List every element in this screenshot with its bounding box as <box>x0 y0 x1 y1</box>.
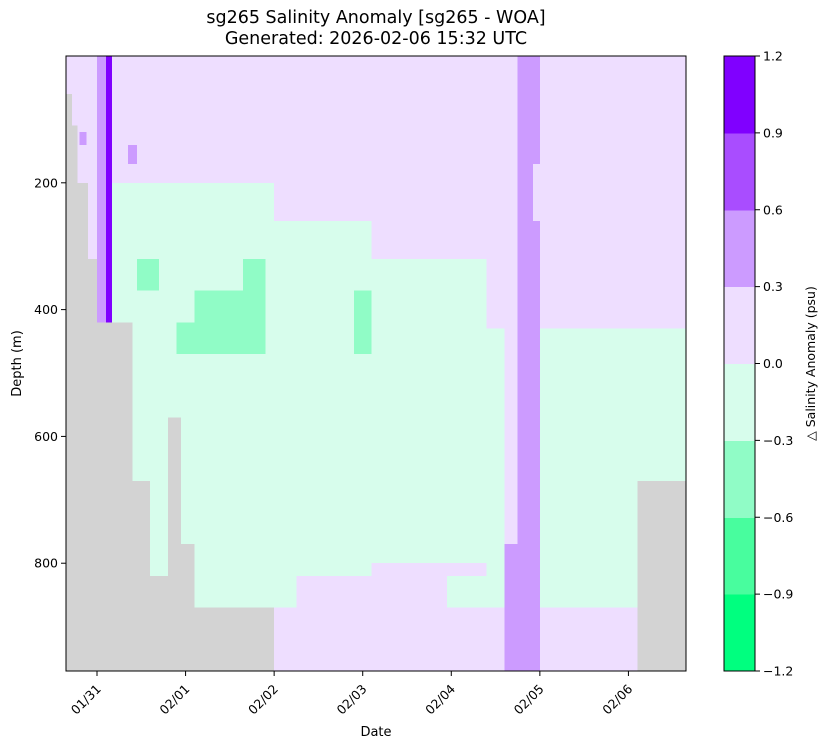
heatmap-cell <box>105 56 113 418</box>
plot-frame <box>65 55 687 672</box>
no-data-cell <box>167 417 182 671</box>
colorbar-segment <box>724 517 755 595</box>
colorbar-tick-label: −0.3 <box>763 433 793 448</box>
colorbar-tick-label: 0.0 <box>763 356 783 371</box>
no-data-cell <box>132 480 151 671</box>
no-data-cell <box>194 607 275 671</box>
colorbar-segment <box>724 56 755 134</box>
chart-title-line2: Generated: 2026-02-06 15:32 UTC <box>224 29 528 49</box>
colorbar-tick-label: −0.6 <box>763 510 793 525</box>
no-data-cell <box>77 182 89 671</box>
heatmap-cell <box>532 56 540 671</box>
chart-title-line1: sg265 Salinity Anomaly [sg265 - WOA] <box>206 8 546 28</box>
no-data-cell <box>72 125 78 672</box>
y-tick-label: 800 <box>34 556 58 571</box>
heatmap-cell <box>517 56 533 671</box>
heatmap-cell <box>486 328 505 671</box>
y-tick-label: 200 <box>34 175 58 190</box>
no-data-cell <box>637 480 686 671</box>
y-tick-label: 400 <box>34 302 58 317</box>
colorbar-label: △ Salinity Anomaly (psu) <box>803 286 818 441</box>
heatmap-cell <box>136 258 159 291</box>
heatmap-cell <box>97 56 106 418</box>
heatmap-cell <box>274 607 686 671</box>
heatmap-cell <box>128 144 137 164</box>
x-axis-label: Date <box>360 725 391 740</box>
colorbar-tick-label: 1.2 <box>763 49 783 64</box>
x-tick-label: 02/05 <box>511 681 547 717</box>
colorbar-segment <box>724 363 755 441</box>
heatmap-cell <box>176 322 266 354</box>
heatmap-cell <box>79 132 87 145</box>
colorbar-segment <box>724 132 755 211</box>
colorbar-tick-label: −0.9 <box>763 587 793 602</box>
colorbar: −1.2 −0.9 −0.6 −0.3 0.0 0.3 0.6 0.9 1.2 <box>723 49 793 679</box>
colorbar-tick-label: 0.3 <box>763 279 783 294</box>
y-tick-label: 600 <box>34 429 58 444</box>
no-data-cell <box>150 575 168 671</box>
heatmap-cell <box>243 258 266 291</box>
no-data-cell <box>181 544 195 671</box>
colorbar-tick-label: 0.6 <box>763 202 783 217</box>
x-axis: 01/31 02/01 02/02 02/03 02/04 02/05 02/06 <box>68 671 635 717</box>
colorbar-tick-label: −1.2 <box>763 664 793 679</box>
colorbar-segment <box>724 286 755 364</box>
no-data-cell <box>66 94 73 671</box>
x-tick-label: 02/02 <box>245 681 281 717</box>
heatmap-cell <box>446 575 487 608</box>
no-data-cell <box>97 322 133 671</box>
colorbar-segment <box>724 594 755 672</box>
heatmap-cell <box>296 575 372 608</box>
colorbar-segment <box>724 440 755 518</box>
heatmap-cells <box>66 56 686 672</box>
x-tick-label: 01/31 <box>68 681 104 717</box>
colorbar-segment <box>724 209 755 288</box>
colorbar-tick-label: 0.9 <box>763 125 783 140</box>
no-data-cell <box>88 258 97 671</box>
heatmap-cell <box>353 290 372 354</box>
x-tick-label: 02/04 <box>422 681 458 717</box>
x-tick-label: 02/06 <box>599 681 635 717</box>
x-tick-label: 02/01 <box>156 681 192 717</box>
heatmap-cell <box>532 163 540 221</box>
y-axis: 200 400 600 800 <box>34 175 66 571</box>
x-tick-label: 02/03 <box>334 681 370 717</box>
heatmap-cell <box>504 544 518 671</box>
y-axis-label: Depth (m) <box>10 330 25 397</box>
